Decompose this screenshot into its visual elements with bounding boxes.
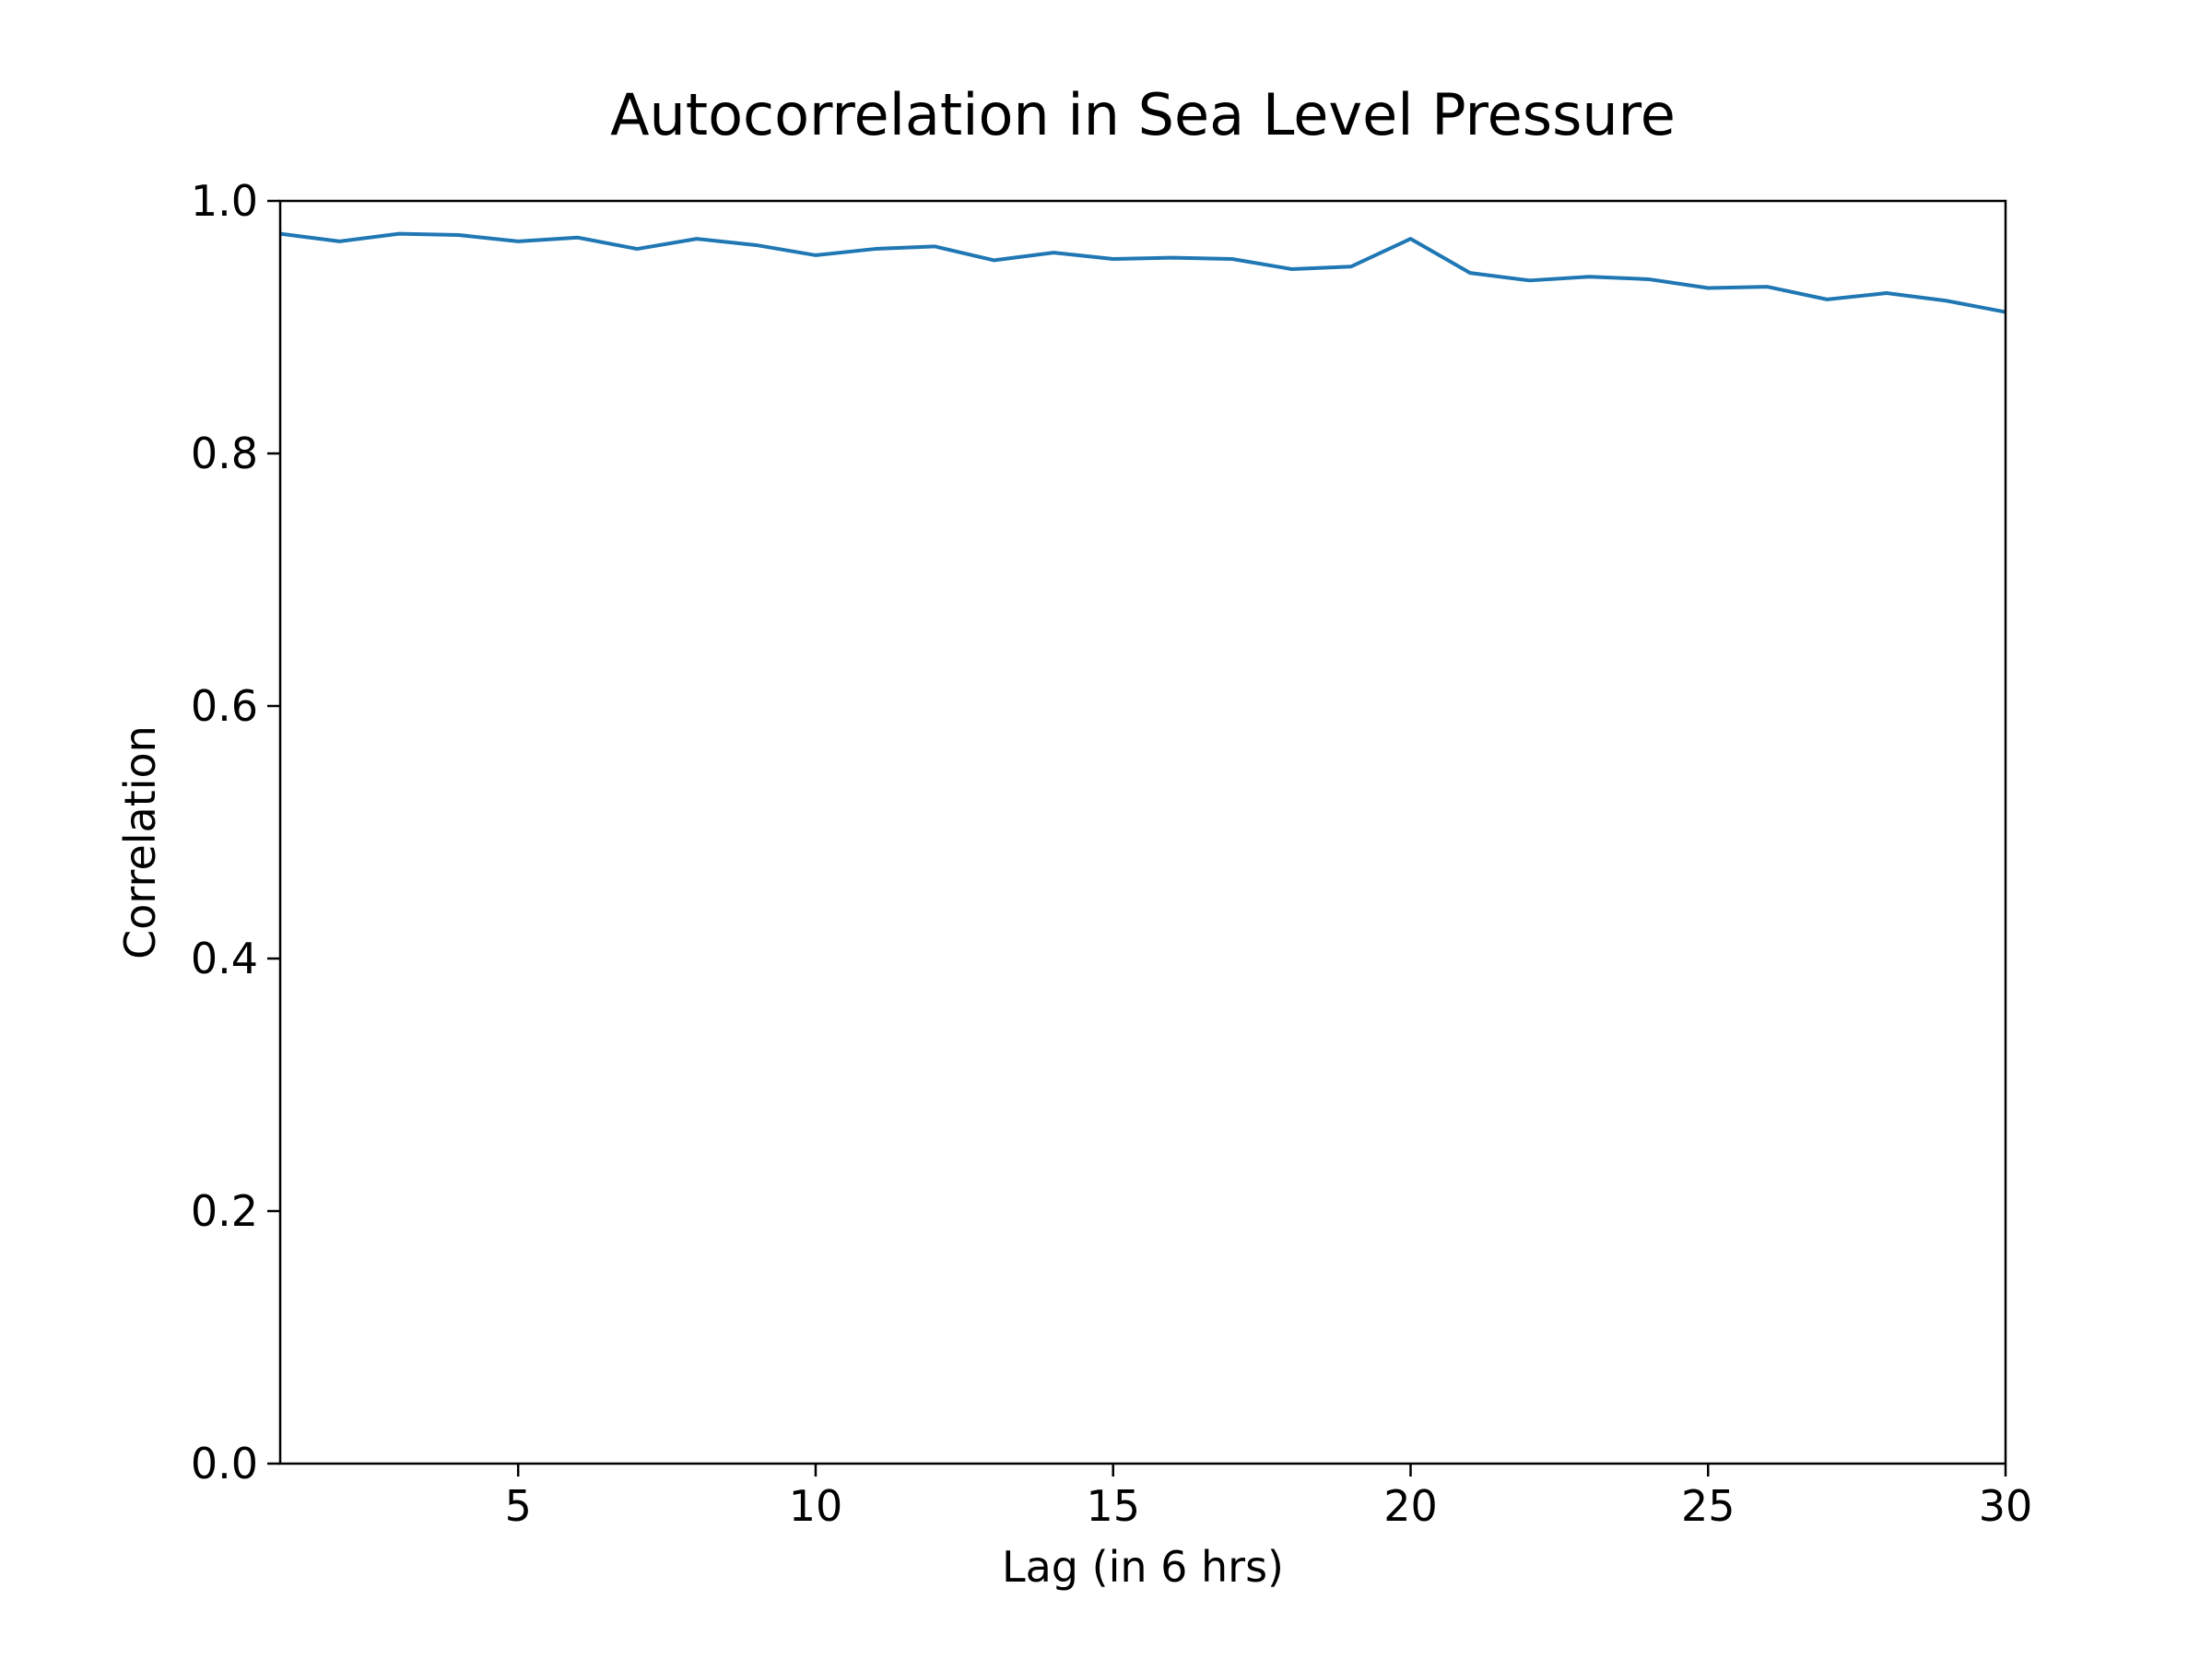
axes-frame <box>278 199 2007 1465</box>
x-tick-label: 30 <box>1979 1481 2033 1531</box>
x-tick-label: 15 <box>1086 1481 1140 1531</box>
x-tick-label: 25 <box>1681 1481 1735 1531</box>
x-tick-label: 20 <box>1383 1481 1438 1531</box>
y-tick-label: 0.8 <box>191 429 258 478</box>
series-line-0 <box>279 231 2006 314</box>
y-tick-label: 0.6 <box>191 681 258 731</box>
x-tick-label: 10 <box>789 1481 843 1531</box>
x-tick-label: 5 <box>505 1481 532 1531</box>
x-axis-label: Lag (in 6 hrs) <box>1002 1542 1284 1592</box>
plot-area: 5 10 15 20 25 30 0.0 0.2 0.4 0.6 0.8 1.0 <box>191 176 2032 1531</box>
y-tick-label: 0.2 <box>191 1186 258 1236</box>
chart-title: Autocorrelation in Sea Level Pressure <box>610 81 1676 148</box>
y-tick-label: 1.0 <box>191 176 258 226</box>
y-tick-label: 0.0 <box>191 1439 258 1488</box>
y-tick-label: 0.4 <box>191 934 258 983</box>
y-axis-label: Correlation <box>115 725 165 959</box>
